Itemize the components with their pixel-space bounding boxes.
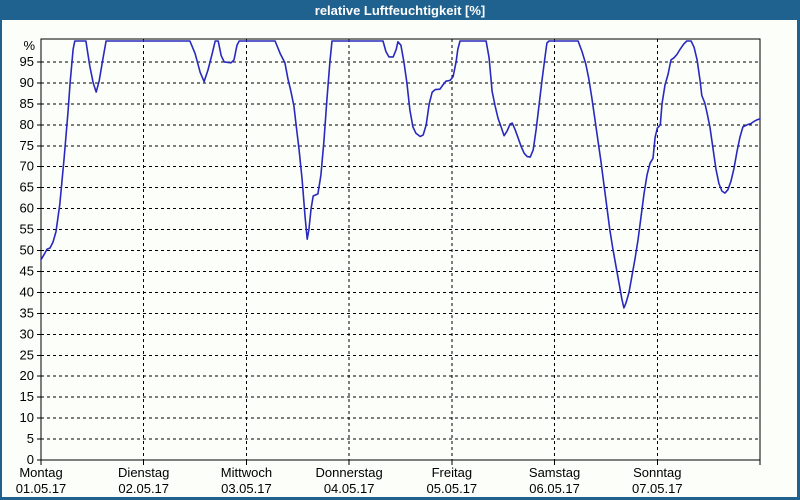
x-day-date-label: 07.05.17 (632, 481, 683, 496)
x-day-name-label: Freitag (432, 465, 472, 480)
x-day-name-label: Donnerstag (316, 465, 383, 480)
y-tick-label: 10 (20, 410, 34, 425)
x-day-date-label: 03.05.17 (221, 481, 272, 496)
y-tick-label: 35 (20, 305, 34, 320)
x-day-date-label: 01.05.17 (16, 481, 67, 496)
y-tick-label: 30 (20, 326, 34, 341)
y-tick-label: 60 (20, 201, 34, 216)
window-titlebar: relative Luftfeuchtigkeit [%] (0, 0, 800, 20)
y-tick-label: 25 (20, 347, 34, 362)
y-tick-label: 20 (20, 368, 34, 383)
x-day-date-label: 04.05.17 (324, 481, 375, 496)
y-axis-unit-label: % (23, 38, 35, 53)
y-tick-label: 65 (20, 180, 34, 195)
y-tick-label: 70 (20, 159, 34, 174)
x-day-name-label: Samstag (529, 465, 580, 480)
humidity-series-line (40, 40, 761, 309)
x-day-name-label: Mittwoch (221, 465, 272, 480)
x-day-name-label: Sonntag (633, 465, 681, 480)
x-day-name-label: Montag (19, 465, 62, 480)
window-title: relative Luftfeuchtigkeit [%] (314, 2, 486, 18)
y-tick-label: 85 (20, 96, 34, 111)
y-tick-label: 45 (20, 263, 34, 278)
y-tick-label: 80 (20, 117, 34, 132)
y-tick-label: 0 (27, 452, 34, 467)
x-day-date-label: 06.05.17 (529, 481, 580, 496)
plot-frame (40, 38, 761, 461)
y-tick-label: 50 (20, 243, 34, 258)
x-day-date-label: 02.05.17 (118, 481, 169, 496)
y-tick-label: 40 (20, 284, 34, 299)
y-tick-label: 75 (20, 138, 34, 153)
x-day-name-label: Dienstag (118, 465, 169, 480)
chart-panel (2, 20, 797, 497)
y-tick-label: 5 (27, 431, 34, 446)
y-tick-label: 95 (20, 54, 34, 69)
y-tick-label: 55 (20, 222, 34, 237)
x-day-date-label: 05.05.17 (427, 481, 478, 496)
y-tick-label: 90 (20, 75, 34, 90)
y-tick-label: 15 (20, 389, 34, 404)
